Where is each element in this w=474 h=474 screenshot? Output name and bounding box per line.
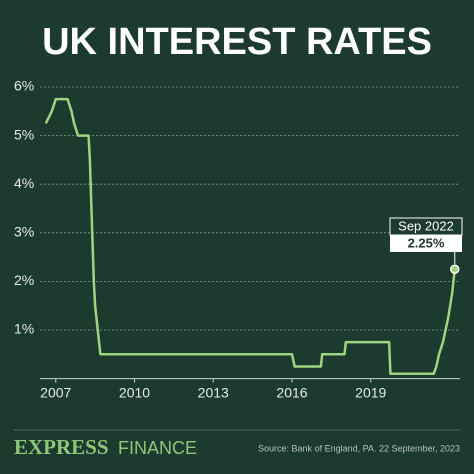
- rate-line: [44, 97, 456, 375]
- y-tick-label: 6%: [14, 78, 34, 94]
- x-tick-label: 2016: [276, 384, 307, 400]
- end-marker: [450, 264, 460, 274]
- x-tick-label: 2019: [355, 384, 386, 400]
- y-tick-label: 5%: [14, 126, 34, 142]
- y-tick-label: 3%: [14, 224, 34, 240]
- annotation-label: Sep 2022: [398, 218, 454, 233]
- y-tick-label: 4%: [14, 175, 34, 191]
- brand-section: FINANCE: [118, 438, 197, 458]
- x-tick-label: 2007: [40, 384, 71, 400]
- y-tick-label: 2%: [14, 272, 34, 288]
- annotation-value: 2.25%: [408, 235, 445, 250]
- chart-title: UK INTEREST RATES: [42, 21, 432, 63]
- annotation-bottom: [390, 235, 462, 252]
- y-tick-label: 1%: [14, 321, 34, 337]
- brand: EXPRESS: [14, 435, 109, 459]
- x-tick-label: 2013: [198, 384, 229, 400]
- x-tick-label: 2010: [119, 384, 150, 400]
- source: Source: Bank of England, PA. 22 Septembe…: [258, 443, 460, 453]
